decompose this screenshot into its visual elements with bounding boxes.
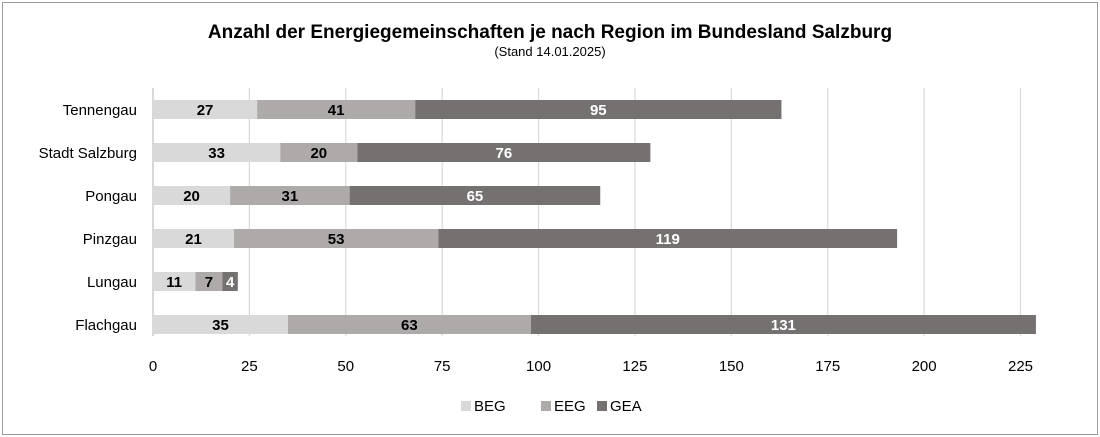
data-label: 20 (310, 145, 327, 162)
data-label: 131 (771, 317, 796, 334)
bar-segment (195, 272, 223, 291)
data-label: 41 (328, 102, 345, 119)
x-tick-label: 25 (241, 358, 258, 375)
category-labels: Tennengau Stadt Salzburg Pongau Pinzgau Lung… (39, 102, 137, 334)
x-tick-label: 0 (149, 358, 157, 375)
legend: BEG EEG GEA (461, 398, 642, 415)
x-tick-label: 150 (719, 358, 744, 375)
x-tick-label: 175 (815, 358, 840, 375)
x-tick-label: 200 (912, 358, 937, 375)
chart-title: Anzahl der Energiegemeinschaften je nach… (208, 22, 892, 43)
x-tick-label: 125 (622, 358, 647, 375)
bar-segment (230, 186, 350, 205)
legend-label: GEA (610, 398, 642, 415)
data-label: 31 (282, 188, 299, 205)
chart-subtitle: (Stand 14.01.2025) (494, 44, 605, 59)
x-tick-label: 100 (526, 358, 551, 375)
data-label: 7 (205, 274, 213, 291)
bar-segment (349, 186, 601, 205)
data-label: 76 (496, 145, 513, 162)
legend-swatch (541, 401, 551, 411)
data-label: 33 (208, 145, 225, 162)
bar-segment (233, 229, 439, 248)
bar-segment (287, 315, 531, 334)
bar-segment (222, 272, 238, 291)
data-label: 11 (166, 274, 182, 291)
data-label: 4 (226, 274, 235, 291)
bar-segment (153, 272, 196, 291)
bar-segment (153, 315, 288, 334)
category-label: Lungau (87, 274, 137, 291)
x-tick-label: 50 (337, 358, 354, 375)
data-label: 20 (183, 188, 200, 205)
legend-label: BEG (474, 398, 506, 415)
bar-segment (153, 186, 231, 205)
gridlines (152, 88, 1022, 336)
data-label: 95 (590, 102, 607, 119)
bar-segment (438, 229, 898, 248)
bar-segment (257, 100, 416, 119)
x-axis-tick-labels: 0 25 50 75 100 125 150 175 200 225 (149, 358, 1033, 375)
x-tick-label: 225 (1008, 358, 1033, 375)
legend-swatch (461, 401, 471, 411)
bar-segment (415, 100, 782, 119)
bar-segment (153, 229, 234, 248)
data-label: 27 (197, 102, 214, 119)
bar-segment (280, 143, 358, 162)
data-label: 21 (185, 231, 202, 248)
data-label: 53 (328, 231, 345, 248)
legend-label: EEG (554, 398, 586, 415)
data-label: 119 (656, 231, 680, 248)
bar-segment (153, 143, 281, 162)
category-label: Pinzgau (83, 231, 137, 248)
category-label: Tennengau (63, 102, 137, 119)
data-label: 35 (212, 317, 229, 334)
bars: 27 41 95 33 20 76 20 31 65 21 53 119 11 7 4 35 63 131 (153, 100, 1036, 334)
category-label: Stadt Salzburg (39, 145, 137, 162)
data-label: 63 (401, 317, 418, 334)
bar-segment (357, 143, 651, 162)
bar-segment (153, 100, 258, 119)
legend-swatch (597, 401, 607, 411)
data-label: 65 (467, 188, 484, 205)
bar-segment (530, 315, 1036, 334)
category-label: Pongau (85, 188, 137, 205)
x-tick-label: 75 (434, 358, 451, 375)
category-label: Flachgau (75, 317, 137, 334)
